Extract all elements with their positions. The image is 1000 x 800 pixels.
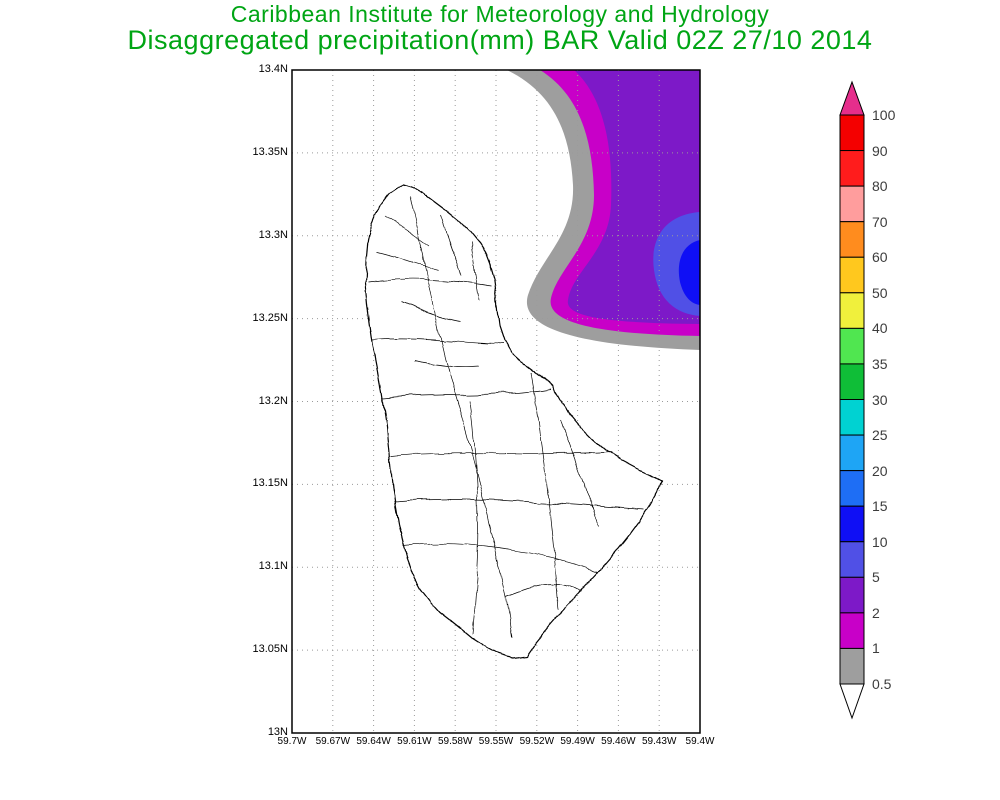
lon-tick-label: 59.43W: [641, 736, 677, 747]
lat-tick-label: 13.3N: [258, 228, 288, 241]
lat-tick-label: 13.05N: [252, 643, 288, 656]
legend-band: [839, 576, 865, 614]
lat-tick-label: 13N: [267, 726, 288, 738]
legend-band-above-max: [839, 80, 865, 116]
legend-tick-label: 80: [872, 178, 888, 195]
legend-band-below-min: [839, 683, 865, 720]
lat-tick-label: 13.35N: [252, 145, 288, 158]
legend-tick-label: 15: [872, 498, 888, 515]
legend-tick-label: 90: [872, 142, 888, 159]
legend-band: [839, 541, 865, 578]
legend-band: [839, 185, 865, 223]
legend-tick-label: 50: [872, 284, 888, 301]
legend-tick-label: 70: [872, 213, 888, 230]
legend-band: [839, 114, 865, 152]
legend-band: [839, 256, 865, 294]
lat-tick-label: 13.4N: [258, 63, 288, 75]
legend-tick-label: 5: [872, 569, 880, 586]
legend-band: [839, 434, 865, 472]
legend-tick-label: 2: [872, 604, 880, 621]
legend-tick-label: 30: [872, 391, 888, 408]
legend-band: [839, 221, 865, 258]
legend-tick-label: 40: [872, 320, 888, 337]
lat-tick-label: 13.2N: [258, 394, 288, 407]
title-product: Disaggregated precipitation(mm) BAR Vali…: [127, 25, 873, 56]
watershed-boundaries: [367, 195, 645, 639]
legend-band: [839, 292, 865, 329]
legend-tick-label: 25: [872, 427, 888, 444]
lat-tick-label: 13.25N: [252, 311, 288, 324]
lat-tick-label: 13.15N: [252, 477, 288, 490]
legend-band: [839, 505, 865, 543]
lon-tick-label: 59.7W: [277, 736, 307, 747]
legend-band: [839, 150, 865, 187]
legend-tick-label: 10: [872, 533, 888, 550]
color-scale: [839, 80, 865, 720]
legend-tick-label: 35: [872, 355, 888, 372]
lon-tick-label: 59.49W: [560, 736, 595, 747]
lat-tick-label: 13.1N: [258, 560, 288, 573]
legend-tick-label: 20: [872, 462, 888, 479]
contour-gte-10: [678, 240, 700, 305]
figure-titles: Caribbean Institute for Meteorology and …: [0, 1, 1000, 56]
lon-tick-label: 59.61W: [397, 736, 432, 747]
precip-shading: [507, 70, 700, 350]
coastline: [364, 183, 662, 659]
map-frame: [291, 69, 701, 734]
lon-tick-label: 59.58W: [437, 736, 473, 747]
lon-tick-label: 59.55W: [478, 736, 514, 747]
title-institute: Caribbean Institute for Meteorology and …: [230, 1, 770, 27]
legend-band: [839, 470, 865, 507]
legend-band: [839, 363, 865, 400]
legend-band: [839, 327, 865, 365]
lon-tick-label: 59.4W: [685, 736, 715, 747]
lon-tick-label: 59.67W: [315, 736, 351, 747]
legend-tick-label: 100: [872, 107, 896, 123]
legend-tick-label: 60: [872, 249, 888, 266]
legend-band: [839, 612, 865, 649]
lon-tick-label: 59.46W: [601, 736, 636, 747]
lon-tick-label: 59.64W: [356, 736, 391, 747]
lon-tick-label: 59.52W: [519, 736, 555, 747]
legend-band: [839, 647, 865, 685]
legend-band: [839, 399, 865, 436]
barbados-island: [364, 183, 662, 659]
legend-tick-label: 0.5: [872, 676, 892, 692]
legend-tick-label: 1: [872, 640, 880, 657]
gridlines: [292, 70, 700, 733]
